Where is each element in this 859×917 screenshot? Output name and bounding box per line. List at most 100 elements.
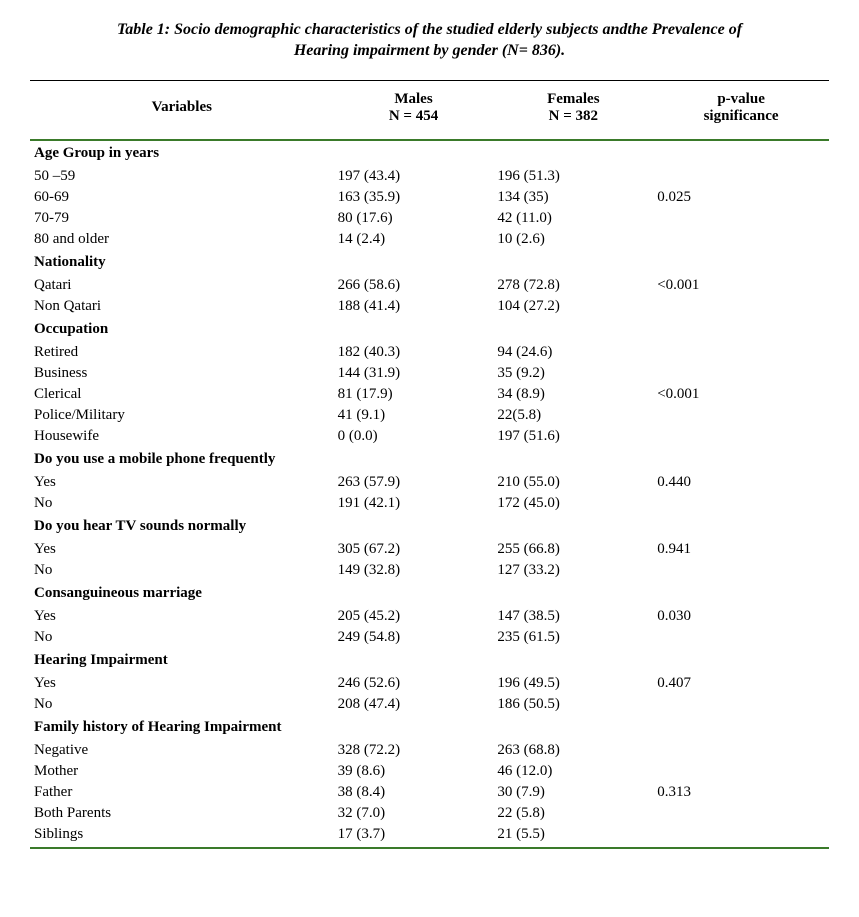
pvalue-cell [653, 803, 829, 824]
variable-cell: Yes [30, 472, 334, 493]
variable-cell: No [30, 493, 334, 514]
table-row: Both Parents32 (7.0)22 (5.8) [30, 803, 829, 824]
variable-cell: Retired [30, 342, 334, 363]
pvalue-cell [653, 405, 829, 426]
males-cell: 38 (8.4) [334, 782, 494, 803]
males-cell: 266 (58.6) [334, 275, 494, 296]
header-females: Females N = 382 [493, 80, 653, 140]
table-row: No191 (42.1)172 (45.0) [30, 493, 829, 514]
males-cell: 0 (0.0) [334, 426, 494, 447]
variable-cell: No [30, 627, 334, 648]
section-header-row: Occupation [30, 317, 829, 342]
pvalue-cell [653, 166, 829, 187]
variable-cell: Business [30, 363, 334, 384]
title-line2: Hearing impairment by gender (N= 836). [294, 42, 565, 59]
variable-cell: Non Qatari [30, 296, 334, 317]
males-cell: 263 (57.9) [334, 472, 494, 493]
table-row: Non Qatari188 (41.4)104 (27.2) [30, 296, 829, 317]
header-pvalue: p-value significance [653, 80, 829, 140]
variable-cell: Qatari [30, 275, 334, 296]
males-cell: 328 (72.2) [334, 740, 494, 761]
table-row: Yes263 (57.9)210 (55.0)0.440 [30, 472, 829, 493]
pvalue-cell [653, 363, 829, 384]
females-cell: 210 (55.0) [493, 472, 653, 493]
pvalue-cell: <0.001 [653, 384, 829, 405]
pvalue-cell: 0.440 [653, 472, 829, 493]
males-cell: 81 (17.9) [334, 384, 494, 405]
males-cell: 41 (9.1) [334, 405, 494, 426]
pvalue-cell: 0.025 [653, 187, 829, 208]
table-row: Siblings17 (3.7)21 (5.5) [30, 824, 829, 848]
pvalue-cell: 0.030 [653, 606, 829, 627]
females-cell: 134 (35) [493, 187, 653, 208]
pvalue-cell: <0.001 [653, 275, 829, 296]
males-cell: 80 (17.6) [334, 208, 494, 229]
pvalue-cell [653, 208, 829, 229]
females-cell: 196 (49.5) [493, 673, 653, 694]
variable-cell: No [30, 560, 334, 581]
females-cell: 21 (5.5) [493, 824, 653, 848]
variable-cell: 80 and older [30, 229, 334, 250]
females-cell: 22(5.8) [493, 405, 653, 426]
table-row: Mother39 (8.6)46 (12.0) [30, 761, 829, 782]
section-label: Occupation [30, 317, 829, 342]
table-row: Clerical81 (17.9)34 (8.9)<0.001 [30, 384, 829, 405]
header-males: Males N = 454 [334, 80, 494, 140]
table-row: No149 (32.8)127 (33.2) [30, 560, 829, 581]
pvalue-cell: 0.407 [653, 673, 829, 694]
males-cell: 197 (43.4) [334, 166, 494, 187]
females-cell: 255 (66.8) [493, 539, 653, 560]
females-cell: 10 (2.6) [493, 229, 653, 250]
females-cell: 147 (38.5) [493, 606, 653, 627]
females-cell: 196 (51.3) [493, 166, 653, 187]
section-header-row: Consanguineous marriage [30, 581, 829, 606]
pvalue-cell [653, 296, 829, 317]
males-cell: 191 (42.1) [334, 493, 494, 514]
section-label: Nationality [30, 250, 829, 275]
females-cell: 35 (9.2) [493, 363, 653, 384]
males-cell: 205 (45.2) [334, 606, 494, 627]
section-label: Do you hear TV sounds normally [30, 514, 829, 539]
females-cell: 30 (7.9) [493, 782, 653, 803]
section-header-row: Family history of Hearing Impairment [30, 715, 829, 740]
males-cell: 246 (52.6) [334, 673, 494, 694]
males-cell: 163 (35.9) [334, 187, 494, 208]
males-cell: 182 (40.3) [334, 342, 494, 363]
males-cell: 305 (67.2) [334, 539, 494, 560]
females-cell: 263 (68.8) [493, 740, 653, 761]
variable-cell: Mother [30, 761, 334, 782]
females-cell: 22 (5.8) [493, 803, 653, 824]
males-cell: 208 (47.4) [334, 694, 494, 715]
section-label: Consanguineous marriage [30, 581, 829, 606]
variable-cell: Yes [30, 673, 334, 694]
section-header-row: Do you hear TV sounds normally [30, 514, 829, 539]
variable-cell: 70-79 [30, 208, 334, 229]
table-row: Negative328 (72.2)263 (68.8) [30, 740, 829, 761]
table-row: Yes305 (67.2)255 (66.8)0.941 [30, 539, 829, 560]
males-cell: 39 (8.6) [334, 761, 494, 782]
section-label: Hearing Impairment [30, 648, 829, 673]
males-cell: 14 (2.4) [334, 229, 494, 250]
table-row: No208 (47.4)186 (50.5) [30, 694, 829, 715]
males-cell: 249 (54.8) [334, 627, 494, 648]
section-label: Age Group in years [30, 140, 829, 166]
table-row: 80 and older14 (2.4)10 (2.6) [30, 229, 829, 250]
males-cell: 32 (7.0) [334, 803, 494, 824]
section-header-row: Nationality [30, 250, 829, 275]
variable-cell: Siblings [30, 824, 334, 848]
females-cell: 278 (72.8) [493, 275, 653, 296]
demographics-table: Variables Males N = 454 Females N = 382 … [30, 80, 829, 849]
variable-cell: 50 –59 [30, 166, 334, 187]
variable-cell: 60-69 [30, 187, 334, 208]
pvalue-cell: 0.941 [653, 539, 829, 560]
variable-cell: Negative [30, 740, 334, 761]
pvalue-cell [653, 560, 829, 581]
section-header-row: Hearing Impairment [30, 648, 829, 673]
females-cell: 197 (51.6) [493, 426, 653, 447]
variable-cell: Father [30, 782, 334, 803]
variable-cell: Yes [30, 539, 334, 560]
variable-cell: Both Parents [30, 803, 334, 824]
table-row: Qatari266 (58.6)278 (72.8)<0.001 [30, 275, 829, 296]
females-cell: 34 (8.9) [493, 384, 653, 405]
table-header-row: Variables Males N = 454 Females N = 382 … [30, 80, 829, 140]
